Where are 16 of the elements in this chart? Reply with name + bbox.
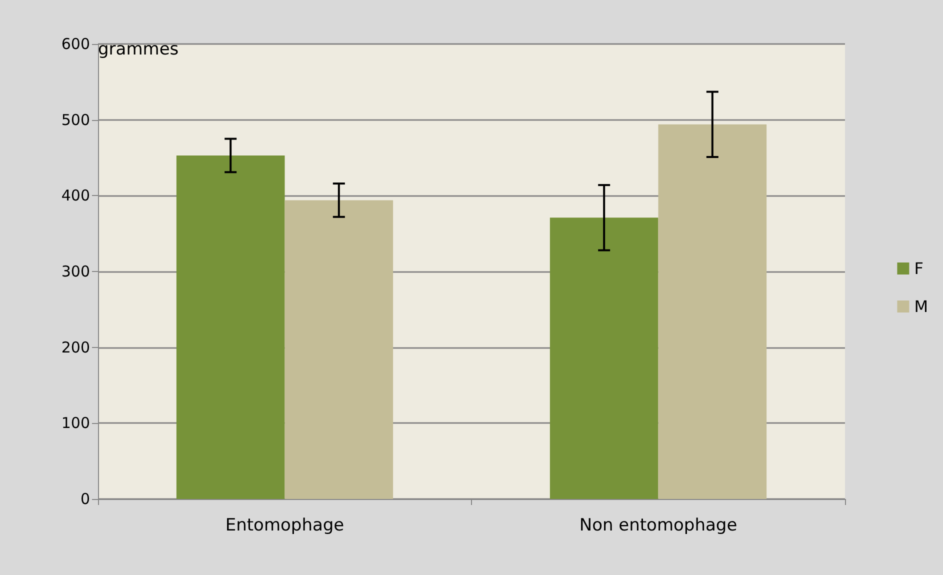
bar — [658, 124, 767, 499]
y-tick-label: 300 — [61, 262, 90, 280]
y-tick-label: 200 — [61, 338, 90, 356]
bar — [284, 200, 394, 499]
bar — [176, 155, 285, 499]
y-tick-label: 600 — [61, 35, 90, 53]
x-tick-label: Non entomophage — [579, 516, 738, 536]
bar — [550, 218, 658, 499]
y-tick-label: 400 — [61, 186, 90, 205]
x-tick-label: Entomophage — [225, 516, 344, 536]
legend-label: F — [914, 259, 924, 278]
y-tick-label: 500 — [61, 110, 90, 129]
y-tick-label: 100 — [61, 414, 90, 432]
legend-label: M — [914, 297, 928, 316]
y-tick-label: 0 — [80, 490, 90, 508]
y-axis-title: grammes — [98, 40, 179, 60]
